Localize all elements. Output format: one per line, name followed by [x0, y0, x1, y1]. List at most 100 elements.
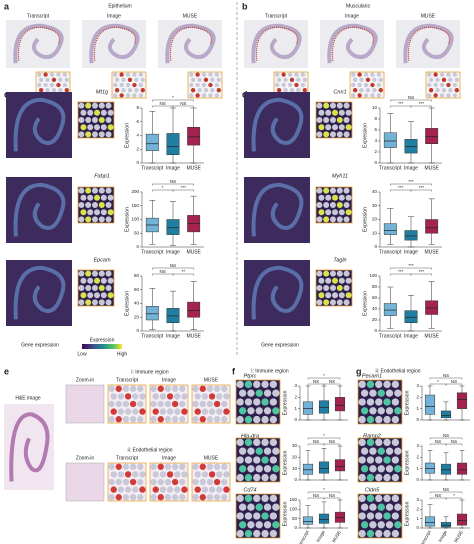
spot	[369, 407, 377, 415]
panel-letter: b	[242, 1, 248, 11]
spot	[140, 77, 145, 82]
spot	[152, 393, 159, 400]
spot	[391, 456, 400, 464]
spot	[343, 285, 350, 291]
y-tick-label: 40	[134, 301, 140, 306]
spot	[164, 400, 172, 408]
panel-title: i: Immune region	[251, 368, 288, 374]
sig-label: ***	[419, 185, 425, 190]
sig-bracket	[410, 189, 432, 192]
spot	[117, 393, 125, 400]
spot	[281, 72, 286, 77]
x-tick-label: Image	[166, 249, 180, 255]
image-label: Image	[345, 13, 359, 19]
spot	[159, 486, 167, 493]
spot	[358, 380, 366, 389]
spot	[121, 77, 126, 82]
spot	[105, 187, 112, 194]
tissue-shape	[403, 23, 454, 64]
y-tick-label: 150	[289, 497, 297, 502]
spot	[122, 400, 130, 408]
spot	[137, 478, 144, 486]
spot	[221, 416, 228, 423]
spot	[336, 102, 343, 109]
spot	[85, 216, 92, 223]
spot	[108, 416, 115, 423]
spot	[318, 209, 325, 216]
spot	[85, 117, 92, 123]
spot	[318, 292, 325, 299]
spot	[448, 88, 453, 93]
x-tick-label: MUSE	[424, 249, 439, 255]
spot	[329, 299, 336, 306]
spot	[100, 124, 107, 131]
spot	[150, 385, 157, 392]
spot	[129, 385, 137, 392]
x-tick-label: Image	[404, 333, 418, 339]
spot	[358, 456, 366, 464]
spot	[87, 109, 94, 116]
spot	[62, 72, 68, 77]
spot	[129, 400, 137, 408]
spot	[201, 408, 209, 415]
spot	[91, 117, 98, 123]
sig-label: NS	[451, 439, 457, 444]
spot	[336, 285, 343, 291]
tissue-highlight	[331, 26, 374, 61]
spot	[179, 416, 186, 423]
spot	[238, 503, 247, 511]
spot	[110, 393, 117, 400]
spot	[433, 72, 438, 77]
spot	[122, 463, 130, 470]
spot	[378, 88, 383, 93]
spot	[129, 494, 137, 501]
spot	[107, 109, 114, 116]
spot	[329, 216, 336, 223]
spot	[238, 407, 247, 415]
region-title: ii: Endothelial region	[127, 447, 172, 453]
spot	[38, 88, 44, 93]
spot	[164, 385, 172, 392]
y-tick-label: 80	[372, 284, 378, 289]
spot	[261, 529, 269, 538]
panel-letter: f	[232, 366, 236, 376]
spot	[58, 88, 63, 93]
spot	[261, 380, 269, 389]
spot	[383, 494, 391, 503]
spot	[269, 415, 278, 424]
spot	[114, 88, 120, 93]
spot	[37, 82, 42, 88]
spot	[272, 447, 280, 455]
y-tick-label: 0	[416, 477, 419, 482]
spot	[391, 438, 400, 447]
sig-label: NS	[435, 493, 441, 498]
spot	[263, 465, 272, 473]
sig-label: ***	[398, 101, 404, 106]
spot	[272, 465, 280, 473]
sig-label: NS	[170, 179, 176, 184]
sig-label: NS	[443, 433, 449, 438]
spot	[385, 389, 394, 397]
tissue-shape	[251, 97, 304, 152]
spot	[199, 416, 206, 423]
tissue-shape	[165, 23, 216, 64]
spot	[203, 77, 209, 82]
spot	[343, 216, 350, 223]
spot	[91, 131, 98, 138]
spot	[441, 88, 447, 93]
spot	[108, 494, 115, 501]
y-axis-label: Expression	[282, 450, 288, 475]
y-tick-label: 80	[134, 273, 140, 278]
y-tick-label: 20	[372, 317, 378, 322]
spot	[216, 393, 223, 400]
spot	[269, 473, 278, 482]
spot	[189, 72, 194, 77]
spot	[316, 299, 323, 306]
sig-label: *	[323, 433, 325, 438]
spot	[174, 408, 181, 415]
spot	[366, 438, 375, 447]
tissue-shape	[13, 97, 66, 152]
spot	[124, 393, 132, 400]
spot	[255, 447, 263, 455]
sig-label: ***	[419, 101, 425, 106]
